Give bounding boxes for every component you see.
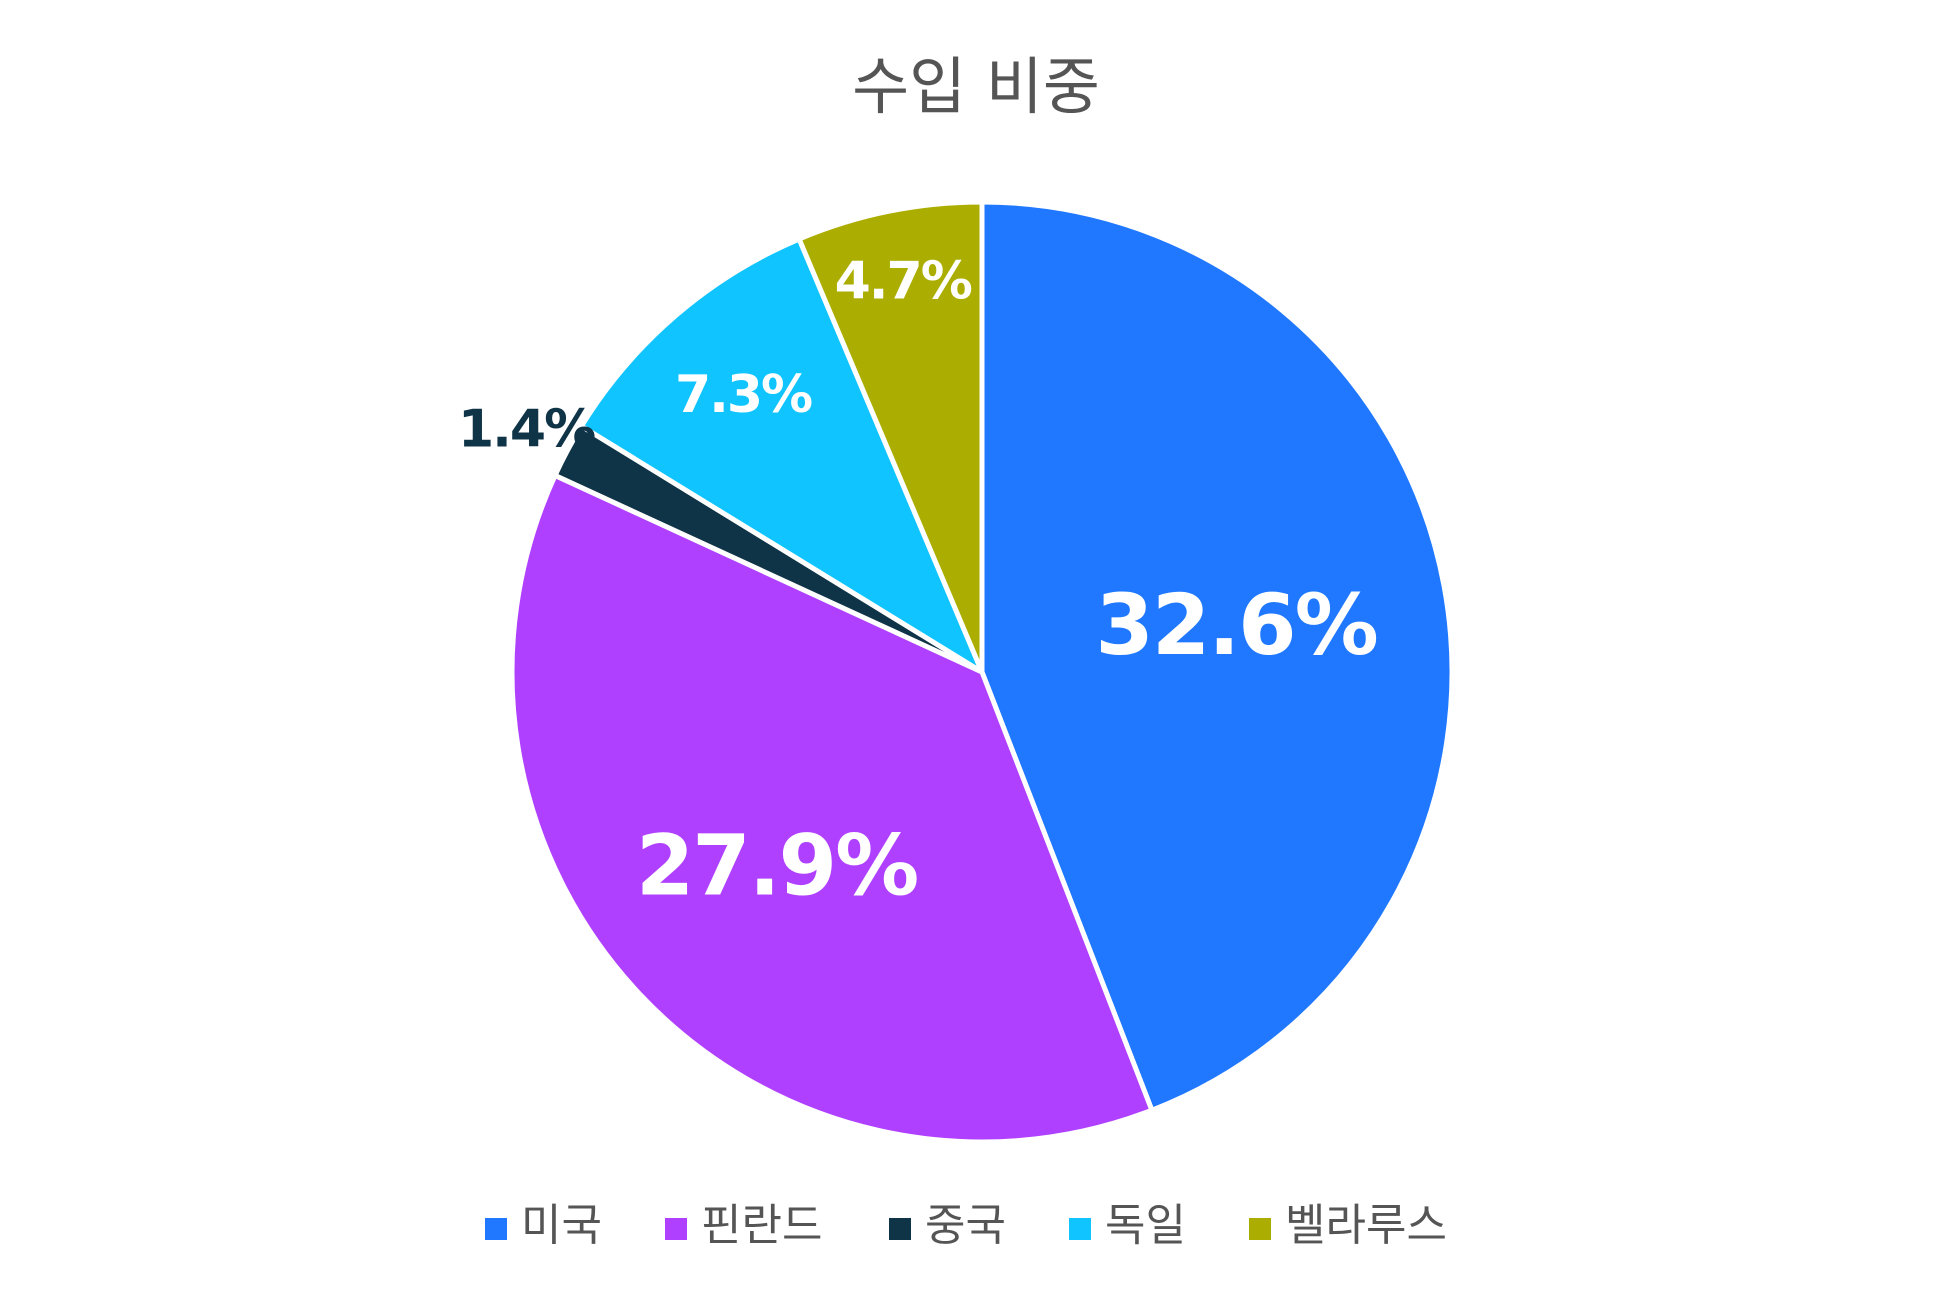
pie-slice-5 <box>796 199 985 675</box>
slice-labels: 32.6% 27.9% 1.4% 7.3% 4.7% <box>458 252 1379 915</box>
legend-item-3: 중국 <box>889 1200 1006 1251</box>
legend-swatch-3 <box>889 1218 911 1240</box>
chart-title: 수입 비중 <box>852 50 1100 123</box>
slice-label-2: 27.9% <box>636 817 917 915</box>
legend-label-3: 중국 <box>925 1200 1006 1251</box>
legend-swatch-2 <box>665 1218 687 1240</box>
legend-swatch-4 <box>1069 1218 1091 1240</box>
slice-label-5: 4.7% <box>835 252 972 312</box>
legend-item-1: 미국 <box>485 1200 602 1251</box>
legend-swatch-5 <box>1249 1218 1271 1240</box>
legend-item-5: 벨라루스 <box>1249 1200 1447 1251</box>
legend-swatch-1 <box>485 1218 507 1240</box>
legend-label-5: 벨라루스 <box>1285 1200 1447 1251</box>
pie-slice-1 <box>979 199 1455 1113</box>
legend-item-4: 독일 <box>1069 1200 1186 1251</box>
legend-label-2: 핀란드 <box>701 1200 822 1251</box>
slice-label-1: 32.6% <box>1095 576 1376 674</box>
slice-label-4: 7.3% <box>675 365 812 425</box>
legend-item-2: 핀란드 <box>665 1200 822 1251</box>
legend-label-1: 미국 <box>521 1200 602 1251</box>
legend: 미국 핀란드 중국 독일 벨라루스 <box>485 1200 1447 1251</box>
legend-label-4: 독일 <box>1105 1200 1186 1251</box>
slice-label-3: 1.4% <box>458 399 595 459</box>
pie-slice-2 <box>509 472 1155 1145</box>
pie-slices <box>509 199 1455 1145</box>
pie-slice-4 <box>578 236 985 675</box>
